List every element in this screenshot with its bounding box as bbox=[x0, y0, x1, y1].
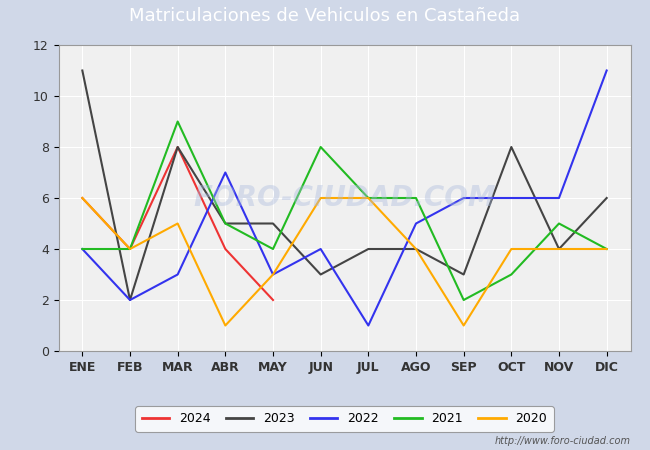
Text: Matriculaciones de Vehiculos en Castañeda: Matriculaciones de Vehiculos en Castañed… bbox=[129, 7, 521, 25]
Legend: 2024, 2023, 2022, 2021, 2020: 2024, 2023, 2022, 2021, 2020 bbox=[135, 406, 554, 432]
Text: FORO-CIUDAD.COM: FORO-CIUDAD.COM bbox=[193, 184, 496, 212]
Text: http://www.foro-ciudad.com: http://www.foro-ciudad.com bbox=[495, 436, 630, 446]
